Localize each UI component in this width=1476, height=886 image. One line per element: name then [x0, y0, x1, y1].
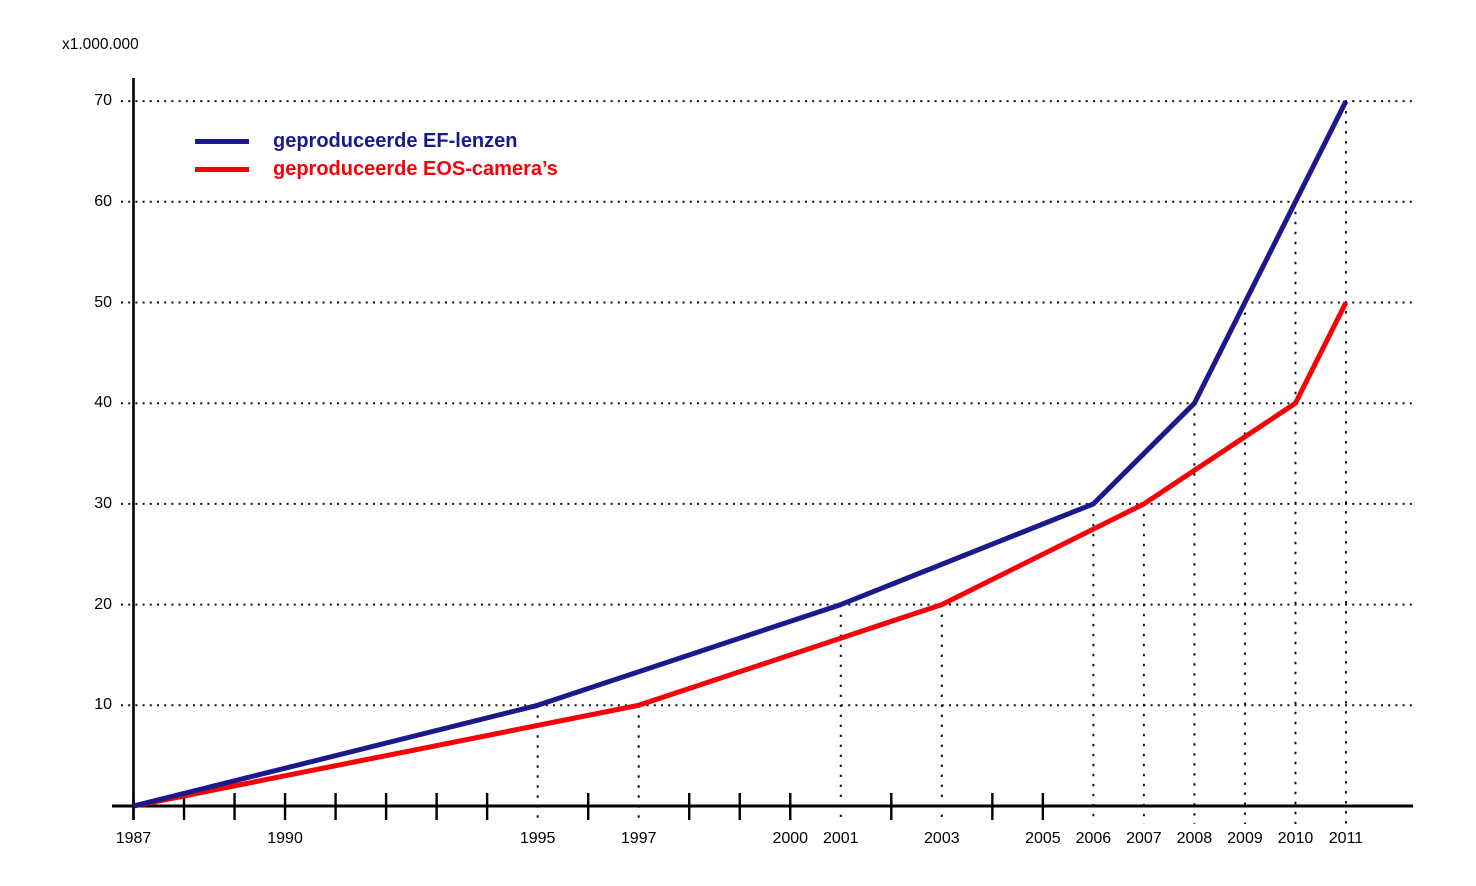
x-tick-label-1987: 1987 [115, 830, 152, 847]
chart-legend: geproduceerde EF-lenzen geproduceerde EO… [195, 127, 558, 183]
x-tick-label-2005: 2005 [1025, 830, 1061, 847]
x-tick-label-2009: 2009 [1227, 830, 1263, 847]
x-tick-label-2001: 2001 [822, 830, 859, 847]
x-tick-label-1997: 1997 [620, 830, 657, 847]
legend-line-swatch-blue [195, 138, 249, 144]
x-tick-label-2010: 2010 [1277, 830, 1314, 847]
y-tick-label-70: 70 [94, 92, 112, 110]
x-tick-label-2007: 2007 [1126, 830, 1162, 847]
x-tick-label-2003: 2003 [924, 830, 960, 847]
y-tick-label-40: 40 [94, 394, 112, 412]
y-tick-label-20: 20 [94, 595, 112, 613]
x-tick-label-1995: 1995 [519, 830, 556, 847]
legend-label-ef-lenzen: geproduceerde EF-lenzen [273, 129, 518, 152]
x-tick-label-1990: 1990 [267, 830, 303, 847]
y-tick-label-60: 60 [94, 192, 112, 210]
legend-line-swatch-red [195, 166, 249, 172]
x-tick-label-2006: 2006 [1075, 830, 1112, 847]
x-tick-label-2000: 2000 [772, 830, 809, 847]
y-tick-label-30: 30 [94, 494, 112, 512]
legend-item-eos-cameras: geproduceerde EOS-camera’s [195, 155, 558, 183]
x-tick-label-2011: 2011 [1328, 830, 1364, 847]
y-tick-label-50: 50 [94, 293, 112, 311]
legend-label-eos-cameras: geproduceerde EOS-camera’s [273, 157, 558, 180]
y-tick-label-10: 10 [94, 696, 112, 714]
y-axis-unit-label: x1.000.000 [62, 36, 139, 53]
x-tick-label-2008: 2008 [1176, 830, 1213, 847]
series-line-ef-lenzen [132, 99, 1349, 809]
legend-item-ef-lenzen: geproduceerde EF-lenzen [195, 127, 558, 155]
series-line-eos-cameras [133, 301, 1349, 809]
